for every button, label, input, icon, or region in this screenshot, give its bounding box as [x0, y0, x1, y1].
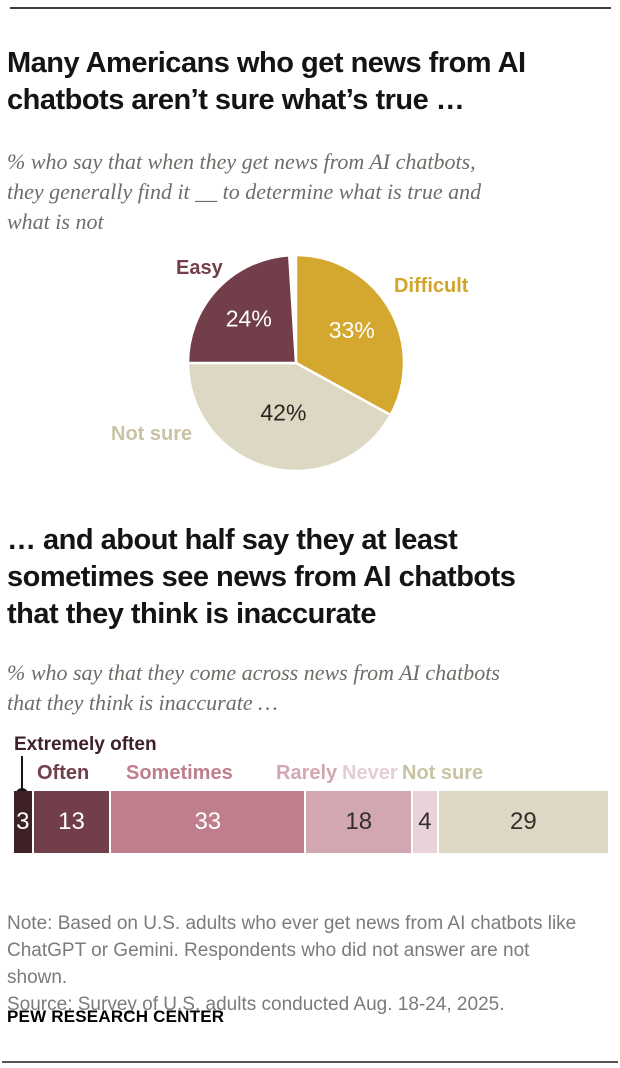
pie-label-not-sure: Not sure — [111, 423, 193, 445]
pie-slice-easy — [186, 253, 298, 365]
bottom-divider — [2, 1061, 618, 1063]
bar-value-sometimes: 33 — [194, 808, 222, 835]
bar-segment-rarely: 18 — [306, 791, 412, 853]
bar-track: 3 13 33 18 4 29 — [14, 791, 608, 853]
pie-chart: 33% 42% 24% Easy Difficult Not sure — [0, 243, 620, 495]
bar-label-not-sure: Not sure — [402, 762, 484, 784]
bar-segment-never: 4 — [413, 791, 437, 853]
chart-subtitle-2: % who say that they come across news fro… — [7, 660, 500, 715]
pie-svg: 33% 42% 24% — [186, 253, 406, 473]
bar-value-never: 4 — [418, 808, 432, 835]
pie-label-easy: Easy — [176, 257, 223, 279]
bar-value-rarely: 18 — [345, 808, 373, 835]
bar-value-often: 13 — [58, 808, 85, 835]
callout-connector-line — [21, 756, 23, 792]
pie-value-not-sure: 42% — [260, 399, 306, 425]
chart-title-1: Many Americans who get news from AI chat… — [7, 47, 526, 117]
bar-label-never: Never — [342, 762, 398, 784]
bar-segment-not-sure: 29 — [438, 791, 608, 853]
source-text: Source: Survey of U.S. adults conducted … — [7, 994, 505, 1015]
pie-value-easy: 24% — [226, 306, 272, 332]
top-divider — [10, 7, 611, 9]
bar-value-not-sure: 29 — [509, 808, 537, 835]
footer-wordmark: PEW RESEARCH CENTER — [7, 1007, 225, 1026]
note-text: Note: Based on U.S. adults who ever get … — [7, 913, 577, 988]
pie-slice-not-sure — [186, 361, 392, 473]
bar-label-often: Often — [37, 762, 90, 784]
pie-value-difficult: 33% — [329, 317, 375, 343]
pie-slice-difficult — [294, 253, 406, 417]
chart-subtitle-1: % who say that when they get news from A… — [7, 149, 482, 234]
bar-value-extremely-often: 3 — [16, 808, 30, 835]
bar-label-rarely: Rarely — [276, 762, 338, 784]
bar-segment-extremely-often: 3 — [14, 791, 32, 853]
chart-title-2: … and about half say they at least somet… — [7, 524, 516, 631]
stacked-bar-chart: Extremely often Often Sometimes Rarely Neve… — [0, 728, 620, 868]
pie-label-difficult: Difficult — [394, 275, 469, 297]
bar-label-extremely-often: Extremely often — [14, 734, 157, 755]
bar-segment-sometimes: 33 — [111, 791, 305, 853]
bar-segment-often: 13 — [33, 791, 110, 853]
bar-label-sometimes: Sometimes — [126, 762, 233, 784]
